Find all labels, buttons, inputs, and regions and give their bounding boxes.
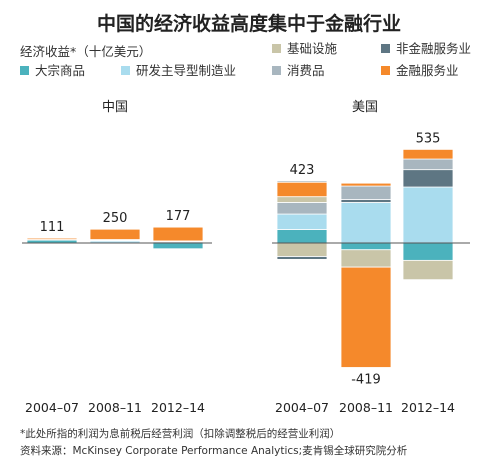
legend-label: 研发主导型制造业 [136,63,236,78]
bar-segment [402,148,454,160]
x-tick-label: 2004–07 [275,400,329,415]
bar-segment [152,226,204,242]
x-tick-label: 2004–07 [25,400,79,415]
bar-segment [152,242,204,250]
total-label: -419 [351,372,381,387]
x-tick-label: 2012–14 [151,400,205,415]
x-tick-label: 2012–14 [401,400,455,415]
total-label: 177 [166,209,191,224]
bar-segment [276,213,328,230]
panel-title: 中国 [102,100,128,115]
x-tick-label: 2008–11 [339,400,393,415]
bar-segment [276,256,328,260]
bar-segment [340,199,392,203]
panel: 中国 111 2004–07 250 2008–11 177 2012–14 [22,100,212,415]
total-label: 423 [290,163,315,178]
legend-swatch [381,44,390,53]
bar-segment [340,182,392,187]
bar-segment [340,266,392,368]
bar-segment [276,196,328,203]
source-note: 资料来源：McKinsey Corporate Performance Anal… [20,444,408,457]
legend-label: 消费品 [287,63,325,78]
chart-panels: 中国 111 2004–07 250 2008–11 177 2012–14 美国 423 200… [22,100,470,415]
bar-segment [276,229,328,244]
panel-title: 美国 [352,100,378,115]
legend-swatch [272,66,281,75]
bar-segment [340,202,392,244]
x-tick-label: 2008–11 [88,400,142,415]
chart-title: 中国的经济收益高度集中于金融行业 [97,12,401,35]
bar-segment [402,259,454,281]
bar-segment [26,237,78,240]
y-axis-label: 经济收益*（十亿美元） [20,44,151,59]
legend-label: 基础设施 [287,41,338,56]
footnote: *此处所指的利润为息前税后经营利润（扣除调整税后的经营业利润） [20,427,340,440]
bar-segment [340,242,392,251]
legend-label: 非金融服务业 [396,41,471,56]
bar-segment [402,169,454,188]
total-label: 250 [103,211,128,226]
legend-label: 大宗商品 [35,63,85,78]
bar-segment [276,180,328,183]
total-label: 111 [40,220,65,235]
total-label: 535 [416,131,441,146]
bar-segment [89,228,141,240]
legend-label: 金融服务业 [396,63,459,78]
bar-segment [340,249,392,268]
bar-segment [276,202,328,215]
legend-swatch [381,66,390,75]
bar-segment [340,185,392,200]
bar-segment [402,242,454,261]
legend-swatch [121,66,130,75]
panel: 美国 423 2004–07 -419 2008–11 535 2012–14 [272,100,470,415]
legend-swatch [272,44,281,53]
legend-swatch [20,66,29,75]
bar-segment [402,158,454,171]
bar-segment [276,181,328,198]
bar-segment [402,186,454,244]
bar-segment [276,242,328,257]
